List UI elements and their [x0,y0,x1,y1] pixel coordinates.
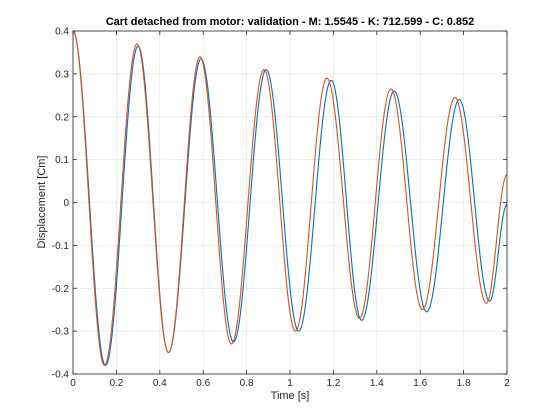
series-line-2 [72,30,508,366]
x-tick-label: 0.6 [196,378,210,389]
x-tick-label: 0.8 [240,378,254,389]
y-tick-label: -0.3 [52,327,70,338]
x-tick-label: 1.4 [370,378,384,389]
y-axis-label: Displacement [Cm] [36,156,48,249]
x-tick-label: 1.2 [326,378,340,389]
x-tick-label: 1.6 [413,378,427,389]
series-line-1 [72,30,508,366]
data-lines [72,30,508,366]
ticks: 0 0.2 0.4 0.6 0.8 1 1.2 1.4 1.6 1.8 2 -0.4 -0.3 -0.2 -… [52,27,510,390]
y-tick-label: -0.1 [52,241,70,252]
y-tick-label: 0.2 [55,112,69,123]
x-tick-label: 0.2 [109,378,123,389]
y-tick-label: -0.2 [52,284,70,295]
y-tick-label: -0.4 [52,370,70,381]
x-tick-label: 1 [287,378,293,389]
x-tick-label: 0 [70,378,76,389]
x-tick-label: 0.4 [153,378,167,389]
y-tick-label: 0 [63,198,69,209]
x-tick-label: 1.8 [457,378,471,389]
chart-title: Cart detached from motor: validation - M… [106,16,475,28]
y-tick-label: 0.1 [55,155,69,166]
x-axis-label: Time [s] [271,390,310,402]
y-tick-label: 0.3 [55,69,69,80]
y-tick-label: 0.4 [55,27,69,38]
x-tick-label: 2 [504,378,510,389]
